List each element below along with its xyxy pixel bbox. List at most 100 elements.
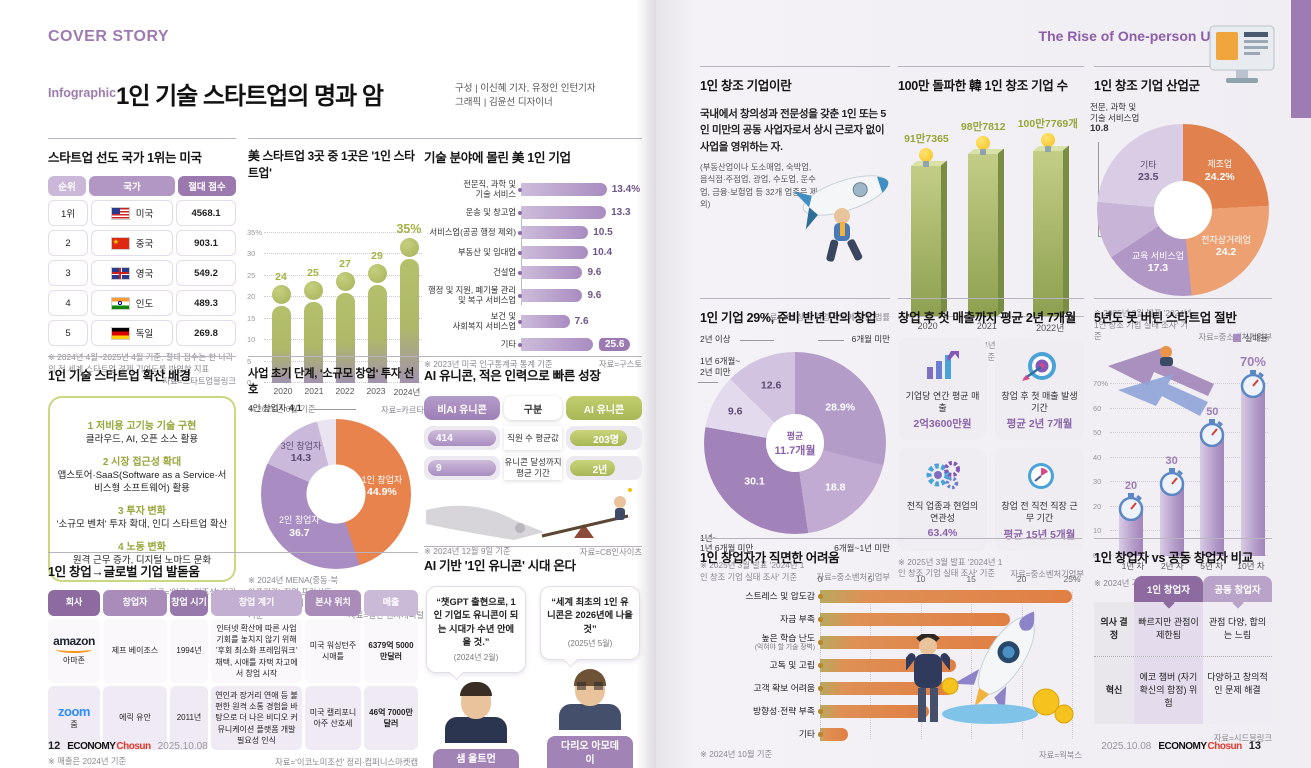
row-label: 혁신 [1094, 657, 1134, 725]
bar [518, 246, 588, 260]
category-label: 운송 및 창고업 [424, 207, 521, 218]
page-number: 12 [48, 740, 61, 752]
score-cell: 4568.1 [176, 200, 236, 226]
reason-body: 클라우드, AI, 오픈 소스 활용 [85, 434, 199, 445]
label-line: 기술 서비스 [475, 188, 516, 199]
panel-title: AI 기반 '1인 유니콘' 시대 온다 [424, 546, 642, 574]
row-divider [1094, 656, 1272, 658]
footnote: ※ 2023년 미국 인구통계국 통계 기준 [424, 358, 553, 369]
brand-economy: ECONOMY [67, 741, 116, 752]
bar-value-label: 70% [1239, 354, 1266, 369]
stressed-founder-illustration [906, 634, 950, 722]
non-ai-value-bar: 9 [428, 460, 496, 476]
bar-value-label: 100만7769개 [1017, 118, 1078, 130]
country-cell: 영국 [91, 260, 173, 286]
founder-cell: 에릭 유안 [103, 685, 167, 750]
bar-row: 행정 및 지원, 폐기물 관리 및 복구 서비스업 9.6 [424, 286, 642, 305]
row-label: 의사 결정 [1094, 602, 1134, 657]
bar [817, 636, 1007, 649]
global-firms-table: 회사 창업자 창업 시기 창업 계기 본사 위치 매출 amazon 아마존 제프 베이조스 19… [48, 590, 418, 750]
outer-slice-label: 1년~ 1년 6개월 미만 [700, 532, 754, 554]
bar-value-label: 24 [275, 271, 287, 284]
slice-name: 교육 서비스업 [1131, 250, 1185, 261]
slice-name: 1인 창업자 [361, 474, 403, 485]
label-line: 전문직, 과학 및 [463, 179, 516, 189]
credits: 구성 | 이신혜 기자, 유정인 인턴기자 그래픽 | 김윤선 디자이너 [455, 82, 596, 111]
country-cell: ★ 중국 [91, 230, 173, 256]
bar-value-label: 10.4 [592, 247, 613, 259]
left-footer: 12 ECONOMY Chosun 2025.10.08 [48, 740, 208, 752]
bar-row: 기타 25.6 [424, 338, 642, 352]
label-line: 서비스업(공공 행정 제외) [429, 226, 516, 237]
footnote: ※ 2025년 3월 발표 '2024년 1인 창조 기업 실태 조사' 기준 [700, 560, 805, 582]
score-cell: 903.1 [176, 230, 236, 256]
bar [818, 590, 1072, 603]
quote-date: (2025년 5월) [567, 639, 613, 649]
stat-card: 창업 전 직전 직장 근무 기간 평균 15년 5개월 [995, 448, 1084, 551]
slice-value: 24.2 [1215, 246, 1237, 259]
donut-hole [306, 464, 366, 524]
bar-row: 보건 및 사회복지 서비스업 7.6 [424, 312, 642, 331]
bulb-base [923, 161, 930, 167]
sam-altman-photo [433, 681, 519, 744]
slice-label: 12.6 [761, 379, 781, 392]
card-value: 2억3600만원 [913, 418, 972, 431]
gears-icon [902, 456, 983, 496]
center-label: 평균 [786, 430, 804, 441]
panel-title: 기술 분야에 몰린 美 1인 기업 [424, 138, 642, 166]
label-line: 보건 및 [490, 311, 516, 322]
cell-decision-co: 관점 다양, 합의는 느림 [1203, 602, 1272, 657]
in-flag-icon [110, 296, 130, 310]
panel-country-rank: 스타트업 선도 국가 1위는 미국 순위 국가 절대 점수 1위 미국 4568.1 2 ★ 중… [48, 138, 236, 387]
callout-line [698, 382, 718, 383]
bar-row: 방향성·전략 부족 [700, 703, 1082, 720]
gridline: 50 [1093, 428, 1268, 437]
zoom-logo: zoom [58, 704, 90, 720]
stopwatch-icon [1118, 493, 1144, 521]
bar [1240, 384, 1265, 556]
bar-row: 서비스업(공공 행정 제외) 10.5 [424, 226, 642, 240]
reason-body: 앱스토어·SaaS(Software as a Service·서비스형 소프트… [57, 470, 227, 494]
fail-rate-chart: 실패율 0 10 20 30 40 50 60 70% 20 30 50 70% [1093, 333, 1268, 560]
year-cell: 2011년 [170, 685, 208, 750]
bar [968, 154, 999, 316]
ai-compare-table: 비AI 유니콘 구분 AI 유니콘 414 직원 수 평균값 203명 9 유니콘 달성까지 … [424, 396, 642, 480]
label-line: 사회복지 서비스업 [452, 320, 516, 331]
bar-value-label: 13.3 [611, 207, 631, 219]
table-row: 2 ★ 중국 903.1 [48, 230, 236, 256]
slice-value: 17.3 [1147, 261, 1169, 274]
panel-title: 美 스타트업 3곳 중 1곳은 '1인 스타트업' [248, 138, 424, 181]
industry-donut-chart: 제조업 24.2% 전자상거래업 24.2 교육 서비스업 17.3 기타 23.5 [1097, 124, 1269, 296]
x-tick-label: 2022 [335, 386, 355, 396]
y-tick-label: 0 [247, 378, 252, 387]
founder-cell: 제프 베이조스 [103, 619, 167, 683]
callout-line [310, 409, 356, 410]
slice-name: 기술 서비스업 [1090, 112, 1140, 123]
crashed-rocket-illustration [941, 611, 1074, 724]
outer-slice-label: 전문, 과학 및 기술 서비스업 10.8 [1090, 102, 1139, 135]
right-cell: 2년 [566, 456, 642, 480]
outer-slice-label: 4인 창업자 4.1 [248, 403, 302, 415]
revenue-cell: 46억 7000만달러 [364, 685, 418, 750]
panel-title: AI 유니콘, 적은 인력으로 빠른 성장 [424, 356, 642, 384]
gridline [971, 590, 973, 739]
panel-title: 1인 창업자 vs 공동 창업자 비교 [1094, 538, 1272, 566]
right-cell: 203명 [566, 426, 642, 450]
rank-cell: 5 [48, 320, 88, 346]
slice-label: 30.1 [744, 476, 764, 489]
country-cell: 독일 [91, 320, 173, 346]
y-tick-label: 0 [1093, 551, 1098, 560]
story-cell: 연인과 장거리 연애 등 불편한 원격 소통 경험을 바탕으로 더 나은 비디오… [211, 685, 302, 750]
bar [818, 705, 929, 718]
reason-heading: 1 저비용 고기능 기술 구현 [87, 421, 197, 432]
category-label: 서비스업(공공 행정 제외) [424, 226, 521, 238]
category-label: 기타 [424, 339, 521, 350]
category-label: 스트레스 및 압도감 [745, 590, 815, 601]
quote-text: “세계 최초의 1인 유니콘은 2026년에 나올 것” [547, 597, 633, 634]
footnote: ※ 2025년 6월 기준 [248, 404, 316, 415]
table-row: 3 영국 549.2 [48, 260, 236, 286]
center-value: 11.7개월 [774, 444, 816, 457]
callout-line [818, 340, 844, 341]
reason-heading: 4 노동 변화 [118, 542, 166, 554]
definition-note: (부동산업이나 도소매업, 숙박업, 음식점·주점업, 광업, 수도업, 운수업… [700, 161, 818, 210]
